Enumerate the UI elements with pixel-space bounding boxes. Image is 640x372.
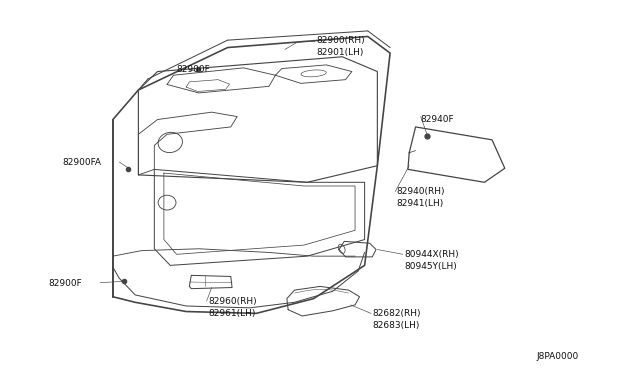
Text: 82682(RH): 82682(RH) [372,309,420,318]
Text: J8PA0000: J8PA0000 [537,352,579,361]
Text: 82900F: 82900F [177,65,211,74]
Text: 82941(LH): 82941(LH) [396,199,444,208]
Text: 80945Y(LH): 80945Y(LH) [404,262,457,271]
Text: 82900FA: 82900FA [62,157,101,167]
Text: 80944X(RH): 80944X(RH) [404,250,459,259]
Text: 82940F: 82940F [420,115,454,124]
Text: 82961(LH): 82961(LH) [209,309,256,318]
Text: 82940(RH): 82940(RH) [396,187,445,196]
Text: 82960(RH): 82960(RH) [209,297,257,306]
Text: 82900(RH): 82900(RH) [317,36,365,45]
Text: 82901(LH): 82901(LH) [317,48,364,57]
Text: 82900F: 82900F [48,279,82,288]
Text: 82683(LH): 82683(LH) [372,321,420,330]
